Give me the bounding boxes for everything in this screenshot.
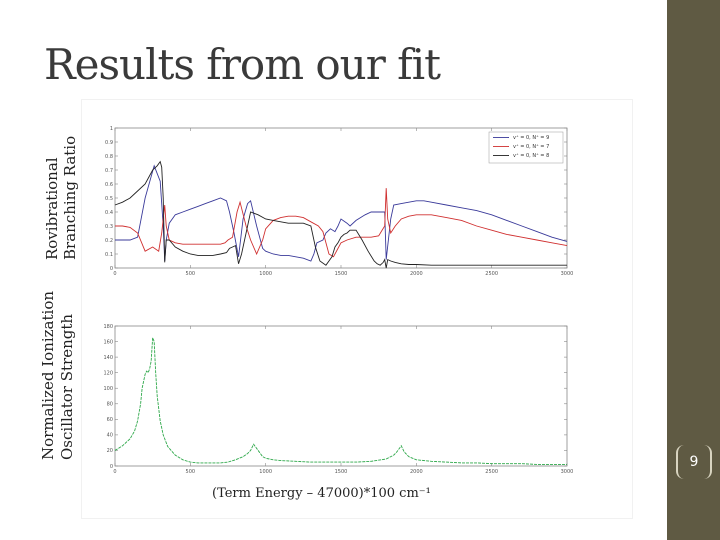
legend-entry: v⁺ = 0, N⁺ = 9: [513, 135, 549, 141]
y-tick-label: 0.9: [105, 140, 113, 146]
x-tick-label: 2500: [485, 469, 498, 475]
y-tick-label: 0.1: [105, 252, 113, 258]
y-tick-label: 0.7: [105, 168, 113, 174]
x-tick-label: 1500: [335, 469, 348, 475]
bottom-ylabel-line1: Normalized Ionization: [39, 290, 57, 460]
x-tick-label: 0: [113, 469, 116, 475]
y-tick-label: 60: [107, 417, 113, 423]
x-tick-label: 500: [186, 271, 196, 277]
x-tick-label: 2000: [410, 271, 423, 277]
y-tick-label: 0.8: [105, 154, 113, 160]
y-tick-label: 0.6: [105, 182, 113, 188]
y-tick-label: 140: [103, 355, 113, 361]
x-tick-label: 500: [186, 469, 196, 475]
x-tick-label: 3000: [561, 271, 574, 277]
figure-panel: [82, 100, 632, 518]
y-tick-label: 160: [103, 339, 113, 345]
x-tick-label: 3000: [561, 469, 574, 475]
series-line-0: [115, 164, 568, 262]
x-tick-label: 1500: [335, 271, 348, 277]
x-tick-label: 1000: [259, 271, 272, 277]
slide-title: Results from our fit: [44, 40, 441, 89]
y-tick-label: 0.4: [105, 210, 113, 216]
y-tick-label: 0.5: [105, 196, 113, 202]
page-number: 9: [676, 445, 712, 479]
x-tick-label: 2500: [485, 271, 498, 277]
top-ylabel-line1: Rovibrational: [43, 157, 61, 260]
series-line-0: [114, 337, 567, 465]
branching-ratio-plot: 0 500 1000 1500 2000 2500 3000 0 0.1 0.2 0.3 0.4 0.5…: [105, 126, 573, 277]
y-tick-label: 0: [110, 464, 113, 470]
legend-entry: v⁺ = 0, N⁺ = 8: [513, 153, 549, 159]
y-tick-label: 120: [103, 370, 113, 376]
series-line-1: [115, 188, 568, 258]
x-tick-label: 0: [113, 271, 116, 277]
bottom-ylabel-line2: Oscillator Strength: [58, 313, 76, 460]
series-line-2: [114, 160, 567, 269]
oscillator-strength-plot: 0 500 1000 1500 2000 2500 3000 0 20 40 60 80 100 120 1…: [103, 324, 573, 475]
y-tick-label: 0.2: [105, 238, 113, 244]
y-tick-label: 40: [107, 433, 113, 439]
y-tick-label: 0: [110, 266, 113, 272]
plot-axes: [114, 325, 568, 467]
y-tick-label: 100: [103, 386, 113, 392]
y-tick-label: 0.3: [105, 224, 113, 230]
y-tick-label: 80: [107, 402, 113, 408]
top-ylabel-line2: Branching Ratio: [61, 135, 79, 260]
x-axis-label: (Term Energy – 47000)*100 cm⁻¹: [212, 486, 431, 501]
legend-entry: v⁺ = 0, N⁺ = 7: [513, 144, 549, 150]
x-tick-label: 1000: [259, 469, 272, 475]
y-tick-label: 20: [107, 448, 113, 454]
y-tick-label: 1: [110, 126, 113, 132]
y-tick-label: 180: [103, 324, 113, 330]
x-tick-label: 2000: [410, 469, 423, 475]
